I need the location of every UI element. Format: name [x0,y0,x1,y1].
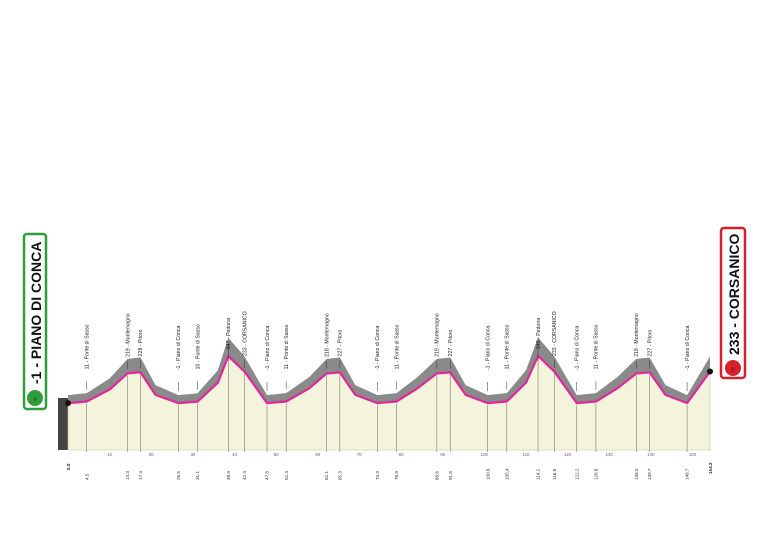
badge-layer: -1 - PIANO DI CONCA ⚲ 233 - CORSANICO ⚲ [22,226,747,411]
waypoint-label: 347 - Pedona [226,318,232,349]
finish-km-label: 154.2 [708,462,713,474]
finish-badge [719,226,747,380]
waypoint-label: -1 - Piano di Conca [575,326,581,371]
km-tick-label: 120 [564,452,572,457]
start-dot [65,400,71,407]
km-tick-label: 150 [689,452,697,457]
waypoint-km-label: 47.8 [265,471,270,480]
waypoint-km-label: 52.4 [284,471,289,480]
waypoint-km-label: 4.5 [84,473,89,480]
km-tick-label: 30 [190,452,195,457]
start-bike-icon [27,390,43,406]
waypoint-km-label: 116.8 [552,468,557,480]
km-tick-label: 10 [107,452,112,457]
km-tick-label: 90 [440,452,445,457]
finish-badge-label: 233 - CORSANICO [726,234,742,355]
waypoint-km-label: 91.8 [448,471,453,480]
waypoint-km-label: 78.9 [394,471,399,480]
km-tick-label: 110 [522,452,530,457]
waypoint-label: 227 - Pitoro [647,329,653,356]
waypoint-label: 233 - CORSANICO [552,311,558,356]
waypoint-km-label: 136.5 [634,468,639,480]
waypoint-km-label: 105.4 [504,468,509,480]
start-bike-glyph: ⚲ [33,397,37,403]
waypoint-label: 227 - Pitoro [448,329,454,356]
waypoint-km-label: 74.3 [375,471,380,480]
finish-bike-glyph: ⚲ [731,367,735,373]
waypoint-km-label: 148.7 [685,468,690,480]
profile-area-layer [65,337,713,451]
waypoint-label: -1 - Piano di Conca [485,326,491,371]
waypoint-km-label: 139.7 [647,468,652,480]
waypoint-label: 11 - Ponte di Sasso [85,324,91,369]
start-badge [22,232,48,411]
finish-bike-icon [725,360,741,376]
start-badge-label: -1 - PIANO DI CONCA [28,242,44,384]
waypoint-label: -1 - Piano di Conca [176,326,182,371]
waypoint-km-label: 39.9 [226,471,231,480]
waypoint-label: 219 - Montemagno [435,313,441,357]
waypoint-km-label: 17.4 [138,471,143,480]
start-edge [58,398,68,450]
waypoint-label: 11 - Ponte di Sasso [594,324,600,369]
waypoint-km-label: 100.8 [485,468,490,480]
waypoint-km-label: 42.4 [242,471,247,480]
waypoint-km-label: 62.1 [324,471,329,480]
waypoint-label: 219 - Montemagno [634,313,640,357]
route-line [67,354,711,405]
km-tick-label: 130 [606,452,614,457]
km-tick-label: 100 [481,452,489,457]
start-km-label: 0.0 [66,463,71,470]
waypoint-label: 228 - Pitoro [138,329,144,356]
km-tick-label: 70 [357,452,362,457]
waypoint-label: 11 - Ponte di Sasso [505,324,511,369]
km-tick-label: 20 [149,452,154,457]
waypoint-km-label: 31.1 [195,471,200,480]
km-tick-label: 60 [315,452,320,457]
waypoint-km-label: 126.8 [594,468,599,480]
waypoint-label: 233 - CORSANICO [242,311,248,356]
waypoint-label: 11 - Ponte di Sasso [394,324,400,369]
waypoint-km-label: 88.6 [434,471,439,480]
waypoint-label: -1 - Piano di Conca [375,326,381,371]
waypoint-label: 349 - Pedona [536,318,542,349]
km-tick-label: 140 [647,452,655,457]
km-tick-label: 80 [399,452,404,457]
waypoint-label: -1 - Piano di Conca [685,326,691,371]
waypoint-label: 227 - Pitoro [338,329,344,356]
waypoint-label: 10 - Ponte di Sasso [195,324,201,369]
waypoint-layer: 11 - Ponte di Sasso 4.5 219 - Montemagno 14… [84,311,691,480]
waypoint-label: 219 - Montemagno [125,313,131,357]
waypoint-km-label: 114.2 [536,468,541,480]
waypoint-km-label: 122.2 [574,468,579,480]
waypoint-label: 11 - Ponte di Sasso [284,324,290,369]
waypoint-km-label: 26.5 [176,471,181,480]
finish-dot [707,368,713,375]
waypoint-label: -1 - Piano di Conca [265,326,271,371]
waypoint-label: 218 - Montemagno [324,313,330,357]
waypoint-km-label: 14.3 [125,471,130,480]
waypoint-km-label: 65.3 [337,471,342,480]
km-tick-label: 40 [232,452,237,457]
km-tick-label: 50 [274,452,279,457]
